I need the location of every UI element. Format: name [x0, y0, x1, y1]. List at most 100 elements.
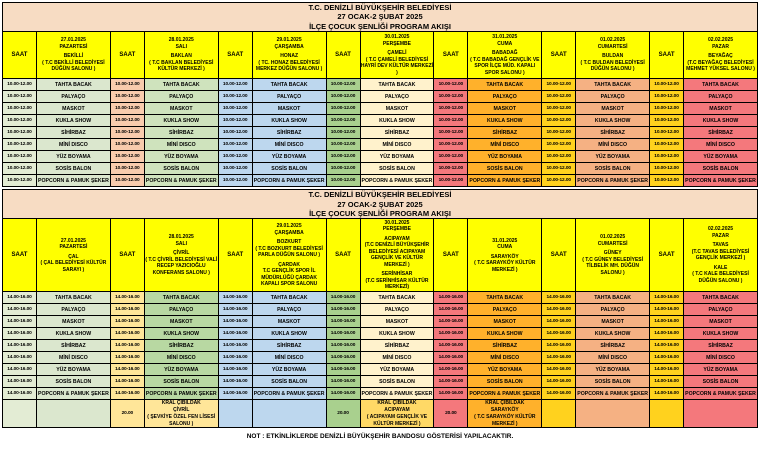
day-header-line: PAZARTESİ [59, 244, 88, 250]
activity-cell: KUKLA SHOW [683, 327, 758, 341]
time-cell: 14.00-16.00 [325, 291, 361, 305]
activity-cell: MİNİ DISCO [683, 138, 758, 152]
day-column-header: 31.01.2025 CUMA BABADAĞ( T.C BABADAĞ GENÇL… [467, 31, 543, 80]
time-cell: 10.00-12.00 [217, 78, 253, 92]
day-header-line: BEKİLLİ [63, 53, 84, 60]
day-header-line: ( T.C KALE BELEDİYESİ DÜĞÜN SALONU ) [692, 271, 749, 284]
day-header-line: PERŞEMBE [382, 226, 411, 233]
time-cell: 14.00-16.00 [325, 351, 361, 365]
time-cell: 10.00-12.00 [433, 162, 469, 176]
time-cell: 14.00-16.00 [649, 387, 685, 401]
activity-cell: SOSİS BALON [143, 375, 219, 389]
activity-cell: TAHTA BACAK [36, 291, 111, 305]
time-cell: 10.00-12.00 [217, 102, 253, 116]
activity-cell: KUKLA SHOW [575, 114, 651, 128]
time-cell: 14.00-16.00 [433, 387, 469, 401]
activity-cell: POPCORN & PAMUK ŞEKER [36, 174, 111, 188]
time-cell: 10.00-12.00 [649, 78, 685, 92]
activity-cell: TAHTA BACAK [683, 78, 758, 92]
activity-cell: POPCORN & PAMUK ŞEKER [467, 174, 543, 188]
section-title: T.C. DENİZLİ BÜYÜKŞEHİR BELEDİYESİ 27 OCA… [2, 1, 758, 33]
activity-cell: SİHİRBAZ [575, 339, 651, 353]
day-header-line: BAKLAN [170, 53, 192, 60]
activity-cell: YÜZ BOYAMA [36, 363, 111, 377]
activity-cell: TAHTA BACAK [683, 291, 758, 305]
time-cell: 14.00-16.00 [217, 315, 253, 329]
time-cell: 10.00-12.00 [649, 138, 685, 152]
day-header-line: ÇARDAK [278, 261, 300, 268]
time-cell: 14.00-16.00 [541, 339, 577, 353]
activity-cell: SİHİRBAZ [251, 339, 327, 353]
day-header-line: 29.01.2025 [276, 223, 302, 229]
activity-cell: YÜZ BOYAMA [359, 150, 435, 164]
activity-cell: SOSİS BALON [575, 162, 651, 176]
time-cell: 14.00-16.00 [2, 351, 37, 365]
time-cell: 14.00-16.00 [217, 351, 253, 365]
time-cell: 10.00-12.00 [217, 90, 253, 104]
time-cell: 10.00-12.00 [541, 78, 577, 92]
day-header-line: ( T.C BOZKURT BELEDİYESİ PARLA DÜĞÜN SAL… [255, 245, 323, 259]
time-cell: 14.00-16.00 [217, 363, 253, 377]
time-cell: 14.00-16.00 [433, 303, 469, 317]
day-header-line: ACIPAYAM [384, 235, 410, 242]
evening-event-line: ( ŞEVKİYE ÖZEL FEN LİSESİ SALONU ) [147, 413, 216, 427]
saat-column-header: SAAT [217, 218, 253, 293]
time-cell: 14.00-16.00 [325, 339, 361, 353]
time-cell: 14.00-16.00 [109, 387, 145, 401]
activity-cell: POPCORN & PAMUK ŞEKER [683, 387, 758, 401]
activity-cell: YÜZ BOYAMA [683, 363, 758, 377]
activity-cell: MASKOT [251, 315, 327, 329]
activity-cell: TAHTA BACAK [467, 291, 543, 305]
title-line: İLÇE ÇOCUK ŞENLİĞİ PROGRAM AKIŞI [309, 208, 451, 218]
time-cell: 10.00-12.00 [2, 174, 37, 188]
activity-cell: TAHTA BACAK [359, 291, 435, 305]
activity-cell: SOSİS BALON [683, 375, 758, 389]
activity-cell: SOSİS BALON [359, 162, 435, 176]
activity-cell: SOSİS BALON [251, 162, 327, 176]
time-cell: 14.00-16.00 [325, 375, 361, 389]
time-cell: 14.00-16.00 [2, 315, 37, 329]
title-line: T.C. DENİZLİ BÜYÜKŞEHİR BELEDİYESİ [308, 190, 452, 200]
activity-cell: MASKOT [683, 102, 758, 116]
day-header-line: BABADAĞ [492, 50, 518, 57]
activity-cell: MİNİ DISCO [36, 351, 111, 365]
day-header-line: ( T.C GÜNEY BELEDİYESİ TİLBELİK MH. DÜĞÜ… [582, 256, 644, 276]
day-header-line: CUMA [497, 244, 513, 250]
title-line: İLÇE ÇOCUK ŞENLİĞİ PROGRAM AKIŞI [309, 21, 451, 31]
program-section-morning: T.C. DENİZLİ BÜYÜKŞEHİR BELEDİYESİ 27 OCA… [2, 1, 758, 188]
saat-column-header: SAAT [2, 218, 37, 293]
activity-cell: PALYAÇO [251, 90, 327, 104]
day-column-header: 02.02.2025 PAZAR TAVAS (T.C TAVAS BELEDİYES… [683, 218, 758, 293]
evening-event-line: KRAL ÇIBILDAK [161, 400, 201, 407]
day-header-line: ÇAL [68, 253, 79, 260]
day-header-line: GÜNEY [603, 250, 622, 257]
activity-cell: KUKLA SHOW [359, 327, 435, 341]
time-cell: 10.00-12.00 [433, 138, 469, 152]
time-cell: 10.00-12.00 [217, 138, 253, 152]
time-cell: 10.00-12.00 [217, 114, 253, 128]
evening-time-cell: 20.00 [325, 399, 361, 429]
time-cell: 14.00-16.00 [649, 375, 685, 389]
day-header-line: 27.01.2025 [60, 237, 86, 244]
time-cell: 14.00-16.00 [325, 363, 361, 377]
day-header-line: CUMA [497, 40, 513, 47]
time-cell: 14.00-16.00 [217, 375, 253, 389]
activity-cell: TAHTA BACAK [359, 78, 435, 92]
activity-cell: TAHTA BACAK [143, 291, 219, 305]
activity-cell: POPCORN & PAMUK ŞEKER [575, 174, 651, 188]
evening-event-cell [36, 399, 111, 429]
time-cell: 14.00-16.00 [541, 351, 577, 365]
activity-cell: PALYAÇO [359, 303, 435, 317]
activity-cell: YÜZ BOYAMA [359, 363, 435, 377]
activity-cell: POPCORN & PAMUK ŞEKER [683, 174, 758, 188]
activity-cell: MASKOT [143, 315, 219, 329]
activity-cell: POPCORN & PAMUK ŞEKER [251, 174, 327, 188]
activity-cell: SİHİRBAZ [467, 126, 543, 140]
day-header-line: 02.02.2025 [708, 226, 734, 233]
time-cell: 10.00-12.00 [109, 150, 145, 164]
time-cell: 14.00-16.00 [325, 303, 361, 317]
time-cell: 10.00-12.00 [109, 126, 145, 140]
evening-event-cell: KRAL ÇIBILDAK ACIPAYAM( ACIPAYAM GENÇLİK … [359, 399, 435, 429]
time-cell: 14.00-16.00 [2, 375, 37, 389]
day-header-line: ( T.C SARAYKÖY KÜLTÜR MERKEZİ ) [474, 260, 536, 273]
